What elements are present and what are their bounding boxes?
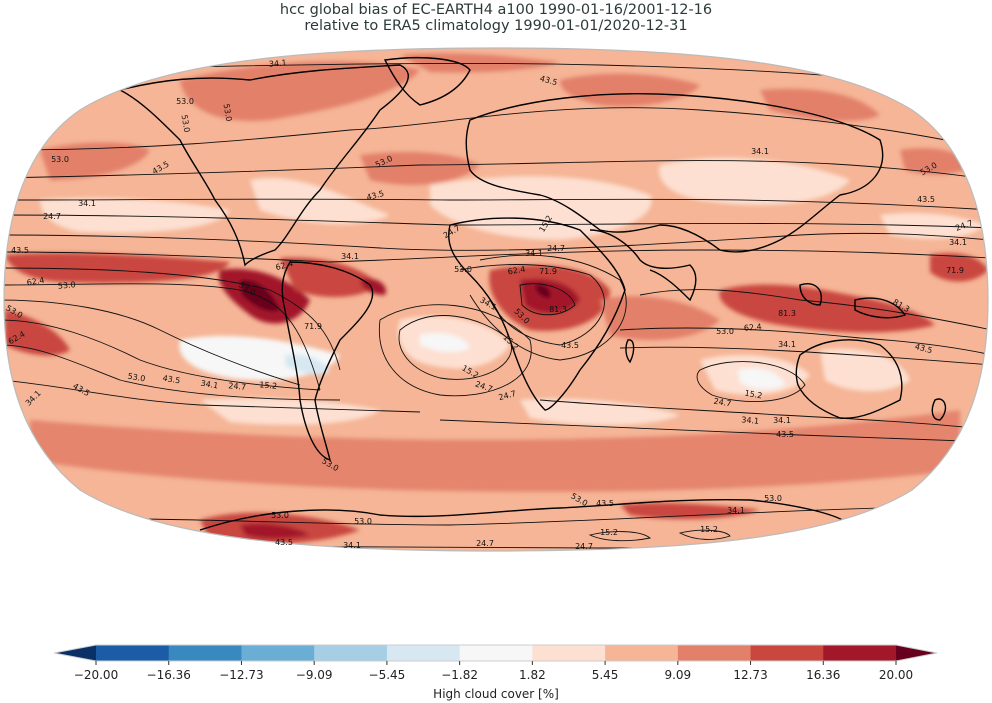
colorbar-segment (532, 645, 606, 661)
contour-label: 43.5 (275, 538, 293, 547)
colorbar-tick: −16.36 (146, 668, 191, 682)
colorbar-segment (605, 645, 679, 661)
contour-label: 15.2 (600, 528, 618, 537)
contour-label: 34.1 (78, 199, 96, 208)
bias-field (4, 48, 988, 551)
contour-label: 71.9 (539, 267, 557, 276)
contour-label: 53.0 (271, 511, 289, 520)
contour-label: 43.5 (561, 341, 579, 350)
contour-label: 43.5 (366, 189, 386, 202)
contour-label: 43.5 (162, 374, 181, 386)
contour-label: 43.5 (11, 246, 29, 255)
colorbar-segment (750, 645, 824, 661)
contour-label: 53.0 (354, 517, 372, 526)
contour-label: 62.4 (507, 265, 526, 277)
contour-label: 24.7 (713, 397, 732, 409)
contour-label: 34.1 (778, 340, 796, 349)
contour-label: 71.9 (946, 266, 964, 275)
colorbar-segment (386, 645, 461, 661)
contour-label: 43.5 (914, 342, 934, 355)
contour-label: 34.1 (525, 249, 543, 258)
colorbar-segment (168, 645, 242, 661)
contour-label: 34.1 (741, 415, 760, 426)
contour-label: 53.0 (221, 103, 233, 122)
colorbar-tick: 20.00 (878, 668, 914, 682)
contour-label: 43.5 (776, 430, 794, 439)
contour-label: 71.9 (304, 322, 322, 331)
coastlines (117, 56, 947, 531)
colorbar-segment (677, 645, 752, 661)
contour-label: 62.4 (275, 259, 295, 272)
contour-label: 24.7 (476, 539, 494, 548)
colorbar-tick: −12.73 (219, 668, 264, 682)
contour-label: 81.3 (778, 309, 796, 318)
colorbar-tick: 16.36 (806, 668, 841, 682)
contour-label: 34.1 (727, 506, 745, 515)
contour-label: 53.0 (51, 155, 69, 164)
contour-label: 43.5 (596, 499, 614, 508)
contour-label: 34.1 (949, 238, 967, 247)
contour-label: 24.7 (43, 212, 61, 221)
contour-label: 53.0 (716, 327, 734, 336)
colorbar-tick: −5.45 (368, 668, 406, 682)
contour-label: 15.2 (700, 525, 718, 534)
contour-label: 62.4 (26, 276, 45, 288)
contour-label: 34.1 (269, 58, 288, 69)
contour-label: 53.0 (127, 372, 146, 384)
map-boundary (3, 47, 989, 552)
colorbar-extend-under (54, 645, 96, 661)
contour-label: 43.5 (917, 195, 935, 204)
contour-label: 81.3 (549, 305, 567, 314)
colorbar-tick: 5.45 (591, 668, 619, 682)
colorbar-tick: −20.00 (73, 668, 119, 682)
contour-label: 34.1 (751, 147, 769, 156)
contour-label: 24.7 (575, 542, 593, 551)
colorbar-segment (823, 645, 897, 661)
colorbar (53, 644, 938, 665)
contour-label: 24.7 (228, 381, 247, 392)
plot-title-line1: hcc global bias of EC-EARTH4 a100 1990-0… (279, 2, 713, 18)
colorbar-tick: 9.09 (664, 668, 692, 682)
contour-label: 34.1 (200, 379, 219, 391)
contour-label: 24.7 (547, 244, 565, 253)
contour-label: 53.0 (179, 114, 191, 133)
contour-label: 62.4 (744, 322, 763, 333)
colorbar-segment (459, 645, 533, 661)
colorbar-segment (314, 645, 388, 661)
contour-label: 24.7 (498, 389, 518, 402)
colorbar-tick: −9.09 (295, 668, 333, 682)
contour-label: 15.2 (259, 380, 278, 391)
colorbar-segment (241, 645, 315, 661)
contour-label: 53.0 (176, 97, 194, 106)
colorbar-segment (96, 645, 170, 661)
colorbar-tick: −1.82 (441, 668, 479, 682)
contour-label: 15.2 (744, 389, 763, 401)
contour-label: 34.1 (343, 541, 361, 550)
contour-label: 34.1 (341, 252, 359, 261)
contour-label: 53.0 (454, 265, 472, 274)
contour-label: 43.5 (539, 74, 559, 87)
colorbar-tick: 12.73 (733, 668, 768, 682)
colorbar-label: High cloud cover [%] (433, 687, 559, 701)
contour-label: 53.0 (764, 494, 782, 503)
colorbar-tick: 1.82 (519, 668, 546, 682)
colorbar-extend-over (896, 645, 937, 661)
plot-title-line2: relative to ERA5 climatology 1990-01-01/… (304, 18, 688, 34)
contour-label: 53.0 (58, 280, 77, 291)
contour-label: 34.1 (773, 416, 791, 425)
